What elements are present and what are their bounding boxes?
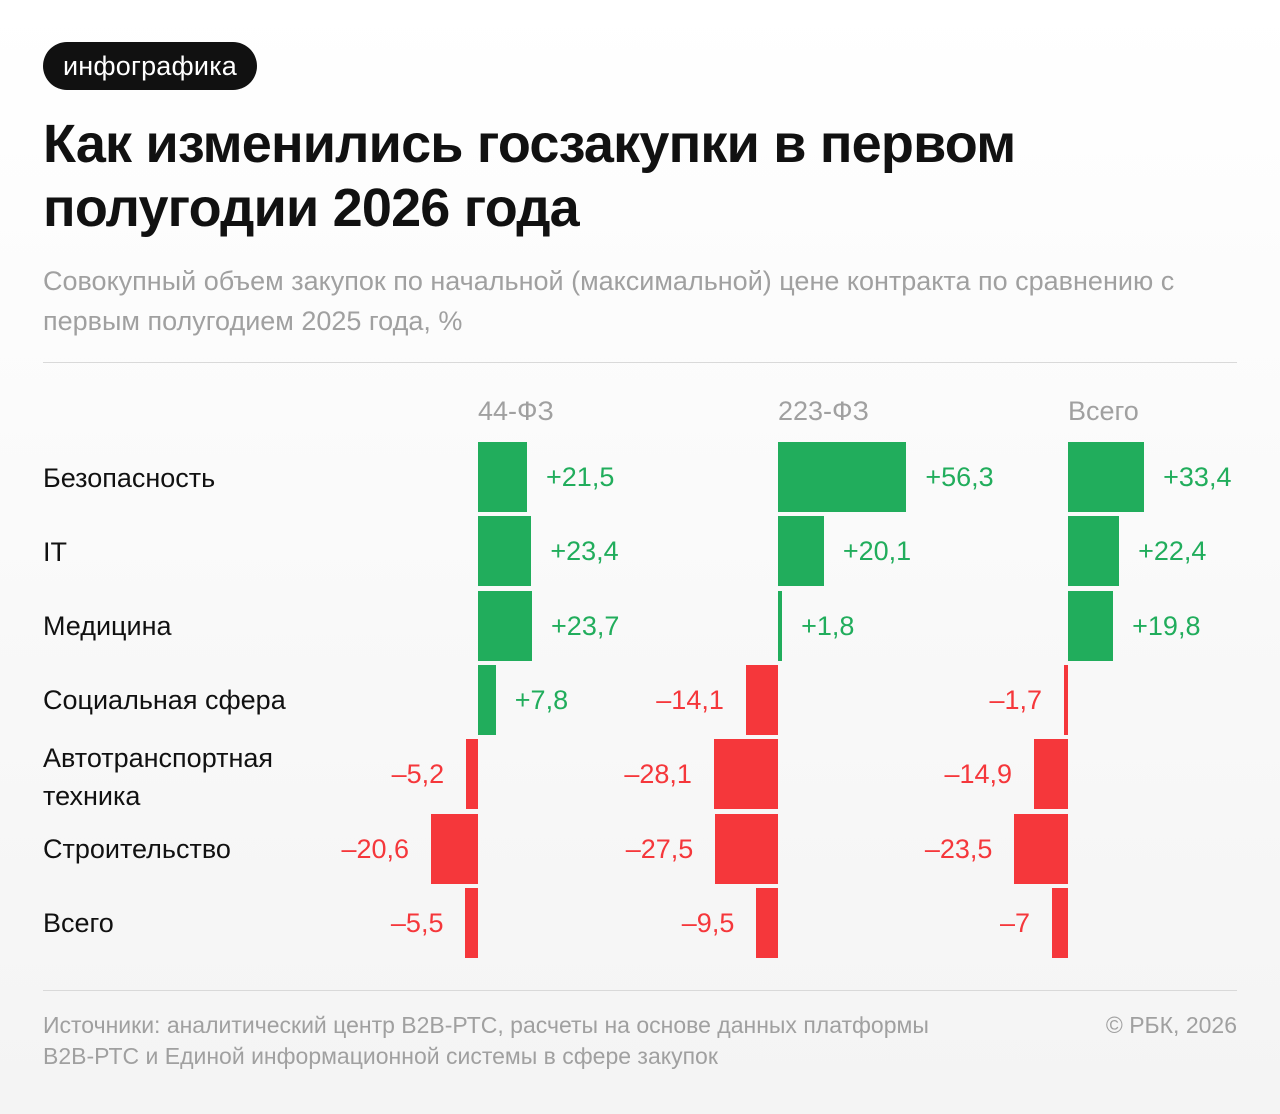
source-note: Источники: аналитический центр B2B-РТС, … — [43, 1012, 929, 1069]
bar — [1014, 813, 1068, 884]
category-label: Медицина — [43, 611, 172, 641]
data-label: +23,7 — [551, 610, 620, 641]
bar — [713, 739, 778, 810]
bar — [431, 813, 478, 884]
data-label: +56,3 — [925, 462, 994, 492]
bar — [478, 590, 533, 661]
chart-subtitle: Совокупный объем закупок по начальной (м… — [43, 266, 1175, 336]
data-label: +1,8 — [801, 610, 855, 641]
column-header: 223-ФЗ — [778, 396, 869, 426]
data-label: –27,5 — [625, 833, 694, 864]
bar — [1064, 664, 1068, 735]
column-header: 44-ФЗ — [478, 396, 554, 426]
bar — [715, 813, 778, 884]
category-label: Безопасность — [43, 463, 216, 493]
infographic-badge: инфографика — [43, 42, 258, 90]
category-label: Социальная сфера — [43, 685, 286, 715]
data-label: –1,7 — [989, 684, 1042, 715]
bar — [466, 739, 478, 810]
data-label: +20,1 — [842, 536, 912, 567]
data-label: –23,5 — [924, 833, 993, 864]
bar — [478, 442, 528, 512]
bar — [778, 442, 907, 512]
data-label: –20,6 — [341, 833, 410, 864]
bar — [1052, 887, 1068, 958]
data-label: +21,5 — [546, 462, 615, 492]
data-label: –14,1 — [656, 684, 724, 715]
bar — [756, 887, 778, 958]
chart-title: Как изменились госзакупки в первом полуг… — [43, 114, 1016, 238]
bar — [745, 664, 778, 735]
bar — [778, 516, 824, 587]
bar — [1068, 516, 1120, 587]
data-label: +7,8 — [514, 684, 569, 715]
bar — [1068, 590, 1114, 661]
bar — [1034, 739, 1068, 810]
data-label: –14,9 — [944, 759, 1013, 790]
bar — [478, 664, 496, 735]
bar — [1068, 442, 1145, 512]
data-label: +33,4 — [1163, 462, 1232, 492]
bar — [478, 516, 532, 587]
category-label: IT — [43, 537, 67, 567]
data-label: –28,1 — [624, 759, 692, 790]
bar — [465, 887, 478, 958]
data-label: –5,2 — [391, 759, 445, 790]
category-label: Всего — [43, 908, 114, 938]
copyright: © РБК, 2026 — [1105, 1012, 1237, 1038]
column-header: Всего — [1068, 396, 1139, 426]
data-label: –9,5 — [681, 907, 735, 938]
top-divider — [43, 362, 1237, 363]
data-label: –7 — [1000, 907, 1031, 938]
category-label: Строительство — [43, 834, 231, 864]
bar — [778, 590, 783, 661]
data-label: +22,4 — [1138, 536, 1207, 567]
bottom-divider — [43, 990, 1237, 991]
data-label: –5,5 — [390, 907, 444, 938]
data-label: +23,4 — [550, 536, 619, 567]
data-label: +19,8 — [1132, 610, 1201, 641]
category-label: Автотранспортная техника — [43, 743, 274, 811]
